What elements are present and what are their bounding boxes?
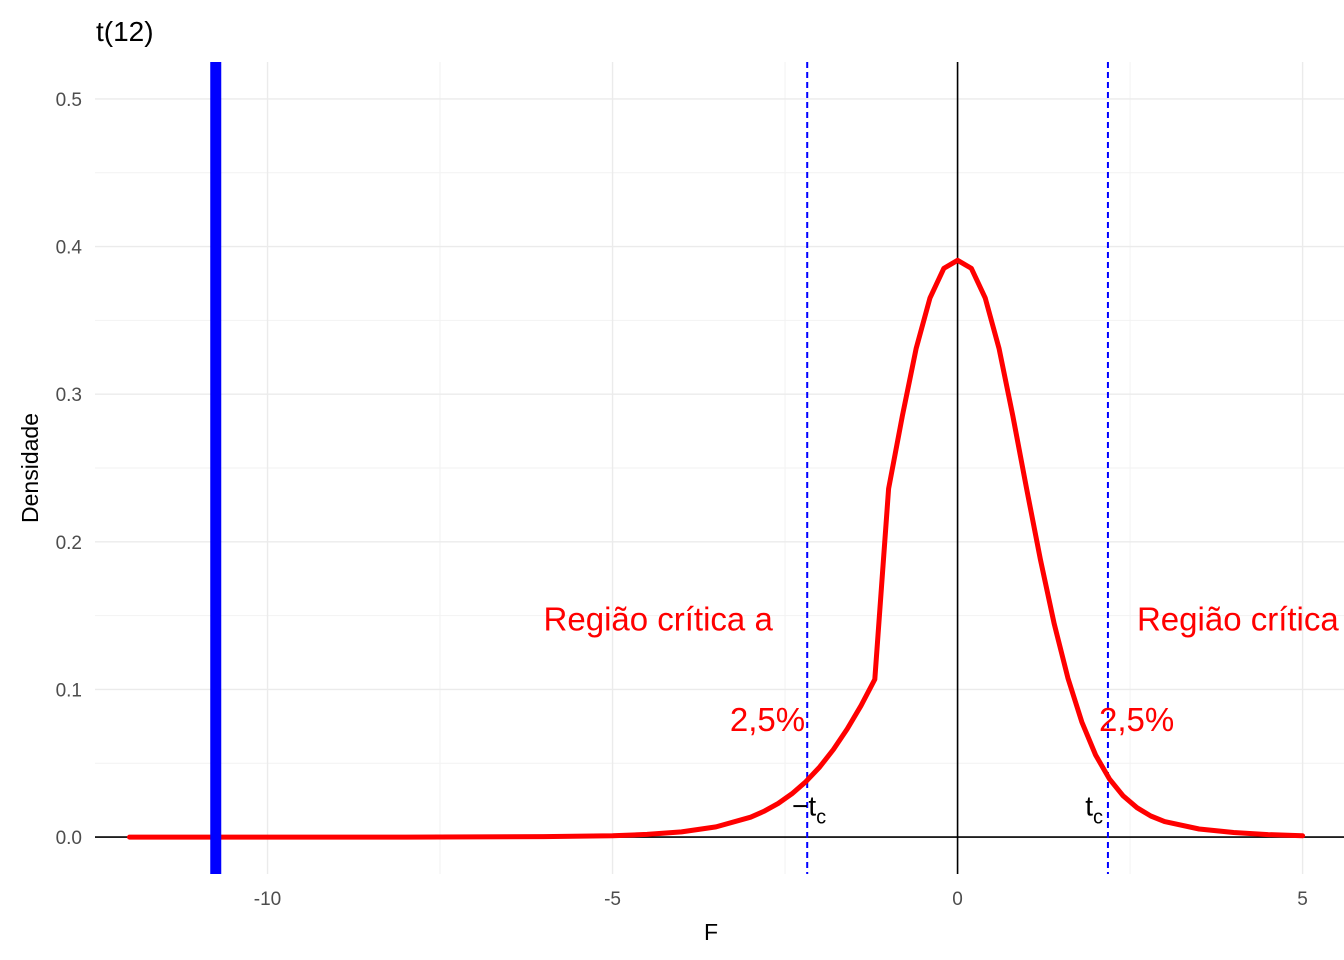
annotation-text: 2,5% [730, 701, 805, 738]
x-tick-label: 5 [1297, 889, 1308, 910]
tc-main: t [808, 791, 816, 822]
x-axis-title: F [704, 919, 718, 945]
x-tick-label: -10 [254, 889, 281, 910]
plot-area: Região crítica a Região crítica a 2,5% 2,5%… [95, 62, 1344, 874]
tc-prefix: − [792, 791, 808, 822]
y-tick-label: 0.2 [56, 533, 82, 554]
minor-gridlines [95, 62, 1344, 874]
y-tick-label: 0.4 [56, 238, 83, 259]
x-tick-label: -5 [604, 889, 621, 910]
annotation-text: 2,5% [1099, 701, 1174, 738]
axis-labels: -10 -5 0 5 0.0 0.1 0.2 0.3 0.4 0.5 [56, 90, 1308, 910]
y-tick-label: 0.0 [56, 828, 82, 849]
y-tick-label: 0.1 [56, 680, 82, 701]
y-axis-title: Densidade [17, 413, 43, 523]
tc-subscript: c [816, 807, 826, 829]
tc-main: t [1085, 791, 1093, 822]
critical-value-label: tc [1085, 791, 1103, 829]
y-tick-label: 0.3 [56, 385, 82, 406]
y-tick-label: 0.5 [56, 90, 82, 111]
chart-title: t(12) [96, 16, 154, 47]
x-tick-label: 0 [952, 889, 963, 910]
critical-value-label: −tc [792, 791, 826, 829]
annotation-text: Região crítica a [1137, 601, 1344, 638]
annotation-text: Região crítica a [544, 601, 774, 638]
tc-subscript: c [1093, 807, 1103, 829]
density-curve [127, 257, 1306, 840]
